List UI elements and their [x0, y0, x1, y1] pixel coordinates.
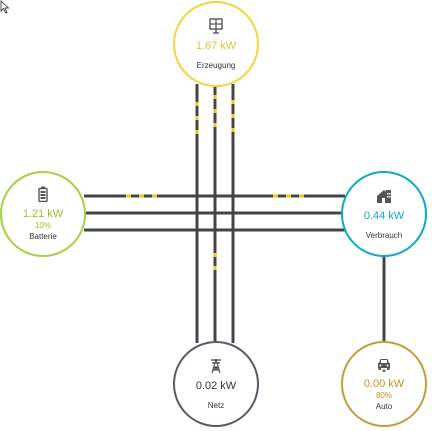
- flow-dot: [213, 109, 217, 113]
- mouse-cursor-icon: [0, 0, 10, 14]
- flow-dot: [286, 194, 291, 198]
- grid-label: Netz: [207, 400, 225, 410]
- flow-dot: [231, 128, 235, 132]
- battery-label: Batterie: [29, 232, 57, 241]
- battery-icon: [38, 186, 48, 202]
- solar-label: Erzeugung: [196, 60, 236, 70]
- flow-dot: [213, 266, 217, 270]
- flow-dot: [195, 102, 199, 106]
- flow-dot: [231, 100, 235, 104]
- house-icon: [377, 189, 391, 203]
- grid-power-value: 0.02 kW: [195, 379, 237, 392]
- battery-node[interactable]: 1.21 kW 10% Batterie: [0, 171, 86, 257]
- car-power-value: 0.00 kW: [363, 378, 405, 390]
- solar-power-value: 1.67 kW: [195, 39, 237, 52]
- car-node[interactable]: 0.00 kW 80% Auto: [341, 341, 427, 427]
- flow-dot: [299, 194, 304, 198]
- flow-dot: [152, 194, 157, 198]
- flow-dot: [273, 194, 278, 198]
- power-tower-icon: [211, 358, 221, 373]
- flow-dot: [213, 253, 217, 257]
- grid-node[interactable]: 0.02 kW Netz: [173, 341, 259, 427]
- car-percent: 80%: [375, 391, 392, 400]
- flow-dot: [231, 114, 235, 118]
- flow-dot: [139, 194, 144, 198]
- home-power-value: 0.44 kW: [363, 209, 405, 222]
- flow-dot: [195, 116, 199, 120]
- flow-dot: [195, 130, 199, 134]
- flow-dot: [126, 194, 131, 198]
- car-label: Auto: [375, 402, 393, 411]
- battery-power-value: 1.21 kW: [22, 208, 64, 220]
- car-icon: [378, 359, 390, 372]
- battery-percent: 10%: [34, 221, 51, 230]
- flow-dot: [213, 95, 217, 99]
- home-label: Verbrauch: [365, 230, 403, 240]
- flow-dot: [213, 123, 217, 127]
- solar-node[interactable]: 1.67 kW Erzeugung: [173, 1, 259, 87]
- home-node[interactable]: 0.44 kW Verbrauch: [341, 171, 427, 257]
- solar-panel-icon: [209, 17, 223, 34]
